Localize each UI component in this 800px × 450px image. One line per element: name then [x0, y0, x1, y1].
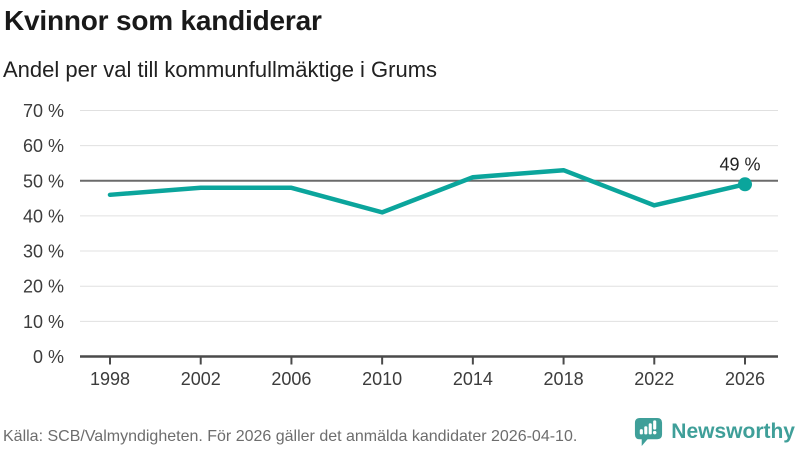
source-note: Källa: SCB/Valmyndigheten. För 2026 gäll… — [3, 428, 578, 445]
chart-subtitle: Andel per val till kommunfullmäktige i G… — [3, 57, 438, 82]
y-tick-label: 30 % — [23, 242, 64, 262]
x-tick-label: 2010 — [362, 369, 402, 389]
x-tick-label: 2014 — [453, 369, 493, 389]
y-tick-label: 60 % — [23, 136, 64, 156]
x-tick-label: 2006 — [271, 369, 311, 389]
y-tick-label: 40 % — [23, 206, 64, 226]
y-tick-label: 20 % — [23, 277, 64, 297]
y-tick-label: 10 % — [23, 312, 64, 332]
y-tick-label: 0 % — [33, 347, 64, 367]
y-tick-label: 50 % — [23, 171, 64, 191]
x-tick-label: 2026 — [725, 369, 765, 389]
newsworthy-logo[interactable]: Newsworthy — [633, 416, 795, 448]
x-tick-label: 1998 — [90, 369, 130, 389]
trend-line — [107, 167, 748, 215]
last-point-marker — [738, 177, 752, 192]
x-tick-label: 2002 — [181, 369, 221, 389]
newsworthy-icon — [635, 417, 663, 447]
x-tick-label: 2022 — [634, 369, 674, 389]
chart-title: Kvinnor som kandiderar — [4, 5, 322, 36]
brand-name: Newsworthy — [671, 420, 795, 443]
last-point-label: 49 % — [719, 154, 760, 174]
x-tick-label: 2018 — [544, 369, 584, 389]
y-tick-label: 70 % — [23, 101, 64, 121]
